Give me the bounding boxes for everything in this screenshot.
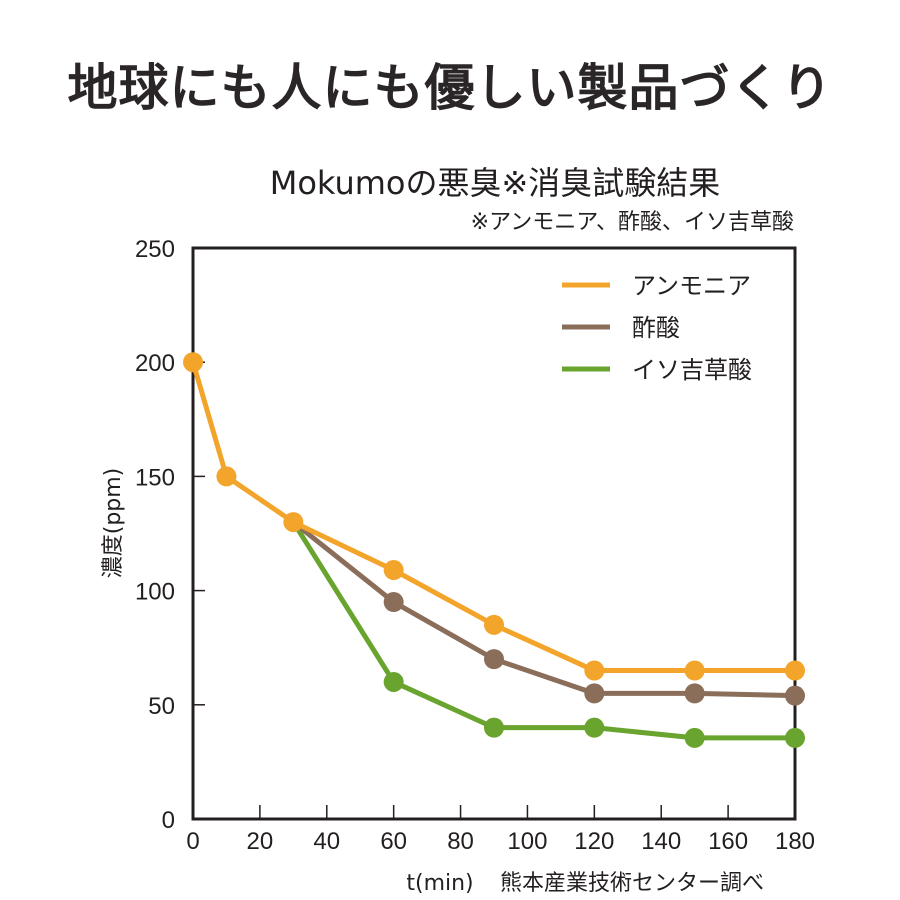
legend-item: アンモニア (562, 272, 751, 300)
data-point-marker (183, 352, 203, 373)
chart-series (183, 352, 805, 748)
data-point-marker (684, 683, 705, 704)
data-point-marker (283, 512, 304, 533)
data-point-marker (383, 560, 404, 581)
series-line (290, 519, 805, 706)
data-point-marker (484, 717, 504, 738)
data-point-marker (785, 660, 805, 681)
source-note: 熊本産業技術センター調べ (500, 871, 764, 896)
chart-axes: 0 50 100 150 200 250 0 20 40 60 80 100 120 140 160 180 (135, 236, 815, 855)
x-tick-label: 180 (775, 828, 815, 855)
y-tick-label: 0 (162, 807, 175, 834)
data-point-marker (484, 614, 504, 635)
y-tick-label: 200 (135, 350, 175, 377)
data-point-marker (584, 683, 605, 704)
x-tick-label: 120 (574, 828, 614, 855)
data-point-marker (584, 717, 605, 738)
x-tick-label: 60 (380, 828, 407, 855)
chart-subtitle: ※アンモニア、酢酸、イソ吉草酸 (470, 210, 794, 235)
y-tick-label: 150 (135, 464, 175, 491)
data-point-marker (785, 685, 805, 706)
data-point-marker (383, 592, 404, 613)
x-tick-label: 160 (708, 828, 748, 855)
y-tick-label: 100 (135, 579, 175, 606)
data-point-marker (684, 660, 705, 681)
legend-label: アンモニア (632, 272, 751, 300)
legend-label: イソ吉草酸 (632, 356, 752, 384)
data-point-marker (785, 727, 805, 748)
plot-frame (191, 246, 797, 821)
legend-label: 酢酸 (632, 314, 680, 342)
data-point-marker (383, 671, 404, 692)
x-tick-label: 40 (313, 828, 340, 855)
x-tick-label: 100 (507, 828, 547, 855)
x-axis-label: t(min) (406, 871, 473, 896)
series-line (183, 352, 805, 681)
series-line (290, 519, 805, 748)
y-tick-label: 50 (148, 693, 175, 720)
data-point-marker (584, 660, 605, 681)
legend-item: 酢酸 (562, 314, 680, 342)
data-point-marker (684, 727, 705, 748)
legend-item: イソ吉草酸 (562, 356, 752, 384)
x-tick-label: 20 (247, 828, 274, 855)
x-tick-label: 140 (641, 828, 681, 855)
data-point-marker (484, 649, 504, 670)
y-tick-label: 250 (135, 236, 175, 263)
x-tick-label: 0 (186, 828, 199, 855)
y-axis-label: 濃度(ppm) (101, 468, 126, 579)
x-tick-label: 80 (447, 828, 474, 855)
data-point-marker (216, 466, 237, 487)
page-headline: 地球にも人にも優しい製品づくり (67, 59, 833, 117)
chart-title: Mokumoの悪臭※消臭試験結果 (269, 164, 721, 202)
